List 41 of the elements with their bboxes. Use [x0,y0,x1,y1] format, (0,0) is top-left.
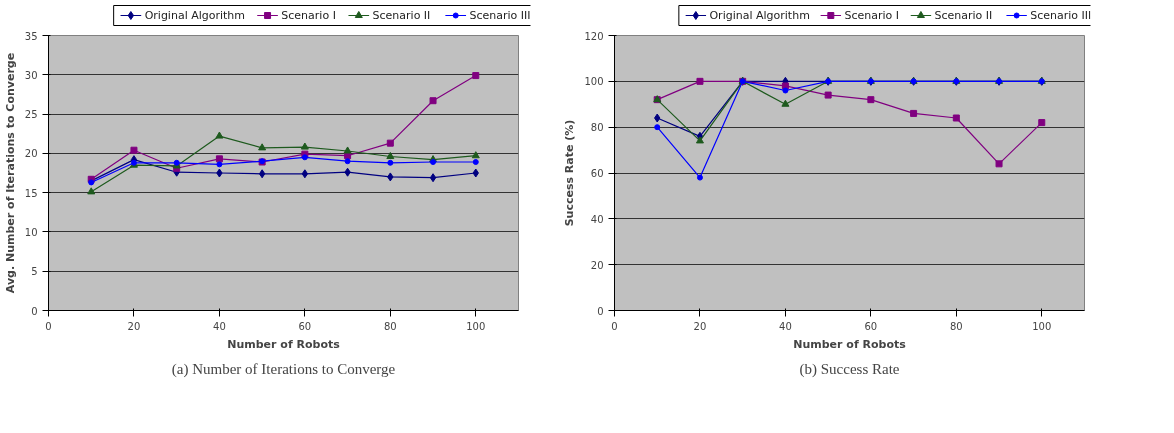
x-tick-label: 100 [466,320,486,332]
legend-label: Scenario II [372,9,431,22]
y-axis-title: Success Rate (%) [563,119,577,227]
legend-label: Scenario III [1030,9,1092,22]
y-tick-label: 5 [31,266,38,278]
x-tick-label: 100 [1032,320,1052,332]
text: (a) Number of Iterations to Converge [171,360,396,378]
x-tick-label: 80 [383,320,397,332]
y-tick-label: 0 [597,305,604,317]
legend-label: Scenario I [844,9,899,22]
y-tick-label: 35 [24,30,38,42]
text: (b) Success Rate [799,360,900,378]
y-tick-label: 15 [24,187,38,199]
legend-label: Scenario I [281,9,336,22]
x-tick-label: 0 [611,320,618,332]
x-axis-title: Number of Robots [227,337,341,351]
y-tick-label: 10 [24,226,38,238]
legend-label: Scenario III [469,9,531,22]
x-tick-label: 0 [45,320,52,332]
x-tick-label: 60 [864,320,878,332]
y-tick-label: 0 [31,305,38,317]
x-axis-title: Number of Robots [793,337,907,351]
x-tick-label: 40 [779,320,792,332]
legend-label: Original Algorithm [709,9,810,22]
y-tick-label: 20 [590,259,604,271]
y-tick-label: 30 [24,69,38,81]
y-tick-label: 40 [590,213,604,225]
y-tick-label: 20 [24,148,38,160]
legend-label: Original Algorithm [144,9,246,22]
x-tick-label: 40 [213,320,226,332]
y-tick-label: 60 [590,168,604,179]
x-tick-label: 20 [127,320,141,332]
y-axis-title: Avg. Number of Iterations to Converge [3,52,17,294]
y-tick-label: 25 [24,109,38,121]
x-tick-label: 20 [693,320,707,332]
y-tick-label: 100 [584,76,604,88]
x-tick-label: 60 [298,320,312,332]
y-tick-label: 80 [590,122,604,134]
y-tick-label: 120 [584,30,604,42]
x-tick-label: 80 [949,320,963,332]
legend-label: Scenario II [934,9,993,22]
